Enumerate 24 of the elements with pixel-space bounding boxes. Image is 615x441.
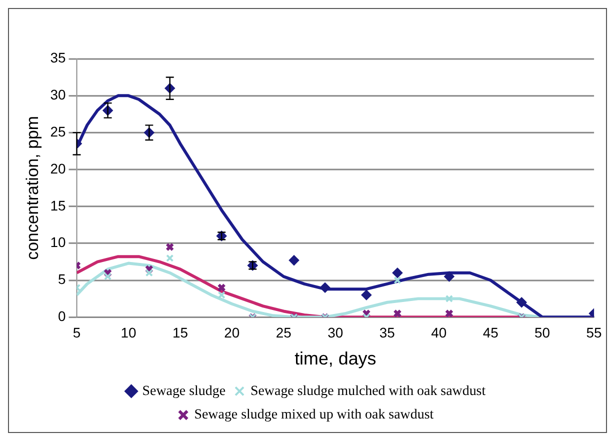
x-tick-label: 20 [224, 324, 240, 340]
y-tick-label: 30 [50, 86, 66, 103]
y-tick-label: 10 [50, 234, 66, 250]
x-axis-title: time, days [294, 348, 376, 368]
y-tick-label: 35 [50, 50, 66, 66]
x-tick-label: 50 [534, 324, 550, 340]
x-tick-label: 10 [120, 324, 136, 340]
y-tick-label: 20 [50, 160, 66, 176]
legend-label: Sewage sludge mixed up with oak sawdust [194, 408, 434, 423]
x-tick-label: 40 [431, 324, 447, 340]
y-tick-label: 25 [50, 123, 66, 140]
x-tick-label: 30 [328, 324, 344, 340]
x-tick-label: 15 [172, 324, 188, 340]
legend-label: Sewage sludge mulched with oak sawdust [250, 384, 486, 399]
y-tick-label: 15 [50, 197, 66, 214]
y-axis-title: concentration, ppm [22, 116, 42, 260]
legend-label: Sewage sludge [142, 384, 226, 399]
x-tick-label: 25 [276, 324, 292, 340]
y-tick-label: 5 [58, 271, 66, 288]
x-tick-label: 35 [379, 324, 396, 340]
x-tick-label: 55 [586, 324, 602, 340]
y-tick-label: 0 [58, 308, 66, 324]
x-tick-label: 45 [482, 324, 499, 340]
x-tick-label: 5 [72, 324, 81, 340]
